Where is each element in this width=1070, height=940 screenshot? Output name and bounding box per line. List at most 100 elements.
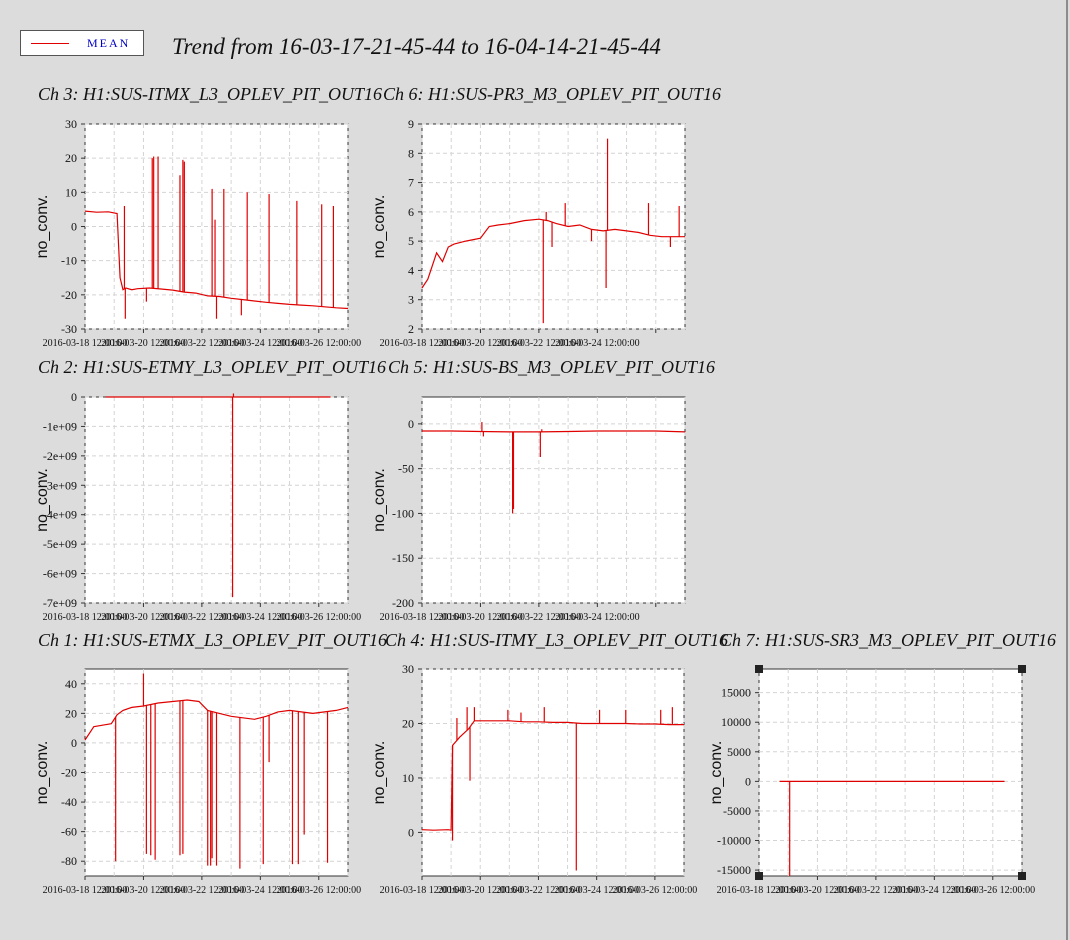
- y-tick-label: 0: [71, 736, 77, 750]
- plot-area: [758, 668, 1023, 877]
- x-tick-label: 2016-03-26 12:00:00: [276, 885, 361, 896]
- x-tick-label: 2016-03-22 12:00:00: [497, 612, 582, 623]
- chart-ch2[interactable]: 0 -1e+09 -2e+09 -3e+09 -4e+09 -5e+09 -6e+09 -7e…: [10, 384, 390, 629]
- x-tick-label: 2016-03-20 12:00:00: [438, 338, 523, 349]
- y-tick-label: 5000: [727, 745, 751, 759]
- y-tick-label: 0: [71, 220, 77, 234]
- y-tick-label: 30: [65, 117, 77, 131]
- y-tick-label: 10: [402, 771, 414, 785]
- y-tick-label: 8: [408, 146, 414, 160]
- y-tick-label: -30: [61, 322, 77, 336]
- y-tick-label: 20: [65, 151, 77, 165]
- y-tick-label: -20: [61, 288, 77, 302]
- x-tick-label: 2016-03-20 12:00:00: [775, 885, 860, 896]
- chart-ch7[interactable]: 15000 10000 5000 0 -5000 -10000 -15000 2016-03-…: [680, 656, 1065, 901]
- x-tick-label: 2016-03-24 12:00:00: [218, 885, 303, 896]
- x-tick-label: 2016-03-24 12:00:00: [554, 885, 639, 896]
- y-tick-label: 40: [65, 677, 77, 691]
- y-axis-label: no_conv.: [371, 195, 388, 259]
- x-tick-label: 2016-03-22 12:00:00: [160, 612, 245, 623]
- x-tick-label: 2016-03-26 12:00:00: [276, 338, 361, 349]
- page-title: Trend from 16-03-17-21-45-44 to 16-04-14…: [172, 34, 661, 59]
- plot-area: [421, 668, 685, 877]
- y-tick-label: -15000: [717, 863, 751, 877]
- y-tick-label: 7: [408, 176, 414, 190]
- y-tick-label: -5000: [723, 804, 751, 818]
- y-tick-label: -80: [61, 854, 77, 868]
- chart-title-ch1: Ch 1: H1:SUS-ETMX_L3_OPLEV_PIT_OUT16: [38, 630, 387, 650]
- x-tick-label: 2016-03-24 12:00:00: [555, 612, 640, 623]
- y-tick-label: 0: [745, 774, 751, 788]
- y-tick-label: 3: [408, 293, 414, 307]
- y-axis-label: no_conv.: [371, 468, 388, 532]
- x-tick-label: 2016-03-20 12:00:00: [438, 612, 523, 623]
- x-tick-label: 2016-03-22 12:00:00: [834, 885, 919, 896]
- y-tick-label: 0: [408, 417, 414, 431]
- x-tick-label: 2016-03-24 12:00:00: [892, 885, 977, 896]
- plot-area: [421, 123, 686, 330]
- x-tick-label: 2016-03-24 12:00:00: [218, 338, 303, 349]
- y-tick-label: -20: [61, 766, 77, 780]
- x-tick-label: 2016-03-20 12:00:00: [101, 612, 186, 623]
- plot-area: [421, 396, 686, 604]
- chart-title-ch5: Ch 5: H1:SUS-BS_M3_OPLEV_PIT_OUT16: [388, 357, 715, 377]
- y-tick-label: -150: [392, 551, 414, 565]
- selection-handle: [755, 872, 763, 880]
- legend-label: MEAN: [87, 36, 131, 50]
- y-tick-label: 15000: [721, 686, 751, 700]
- y-tick-label: -10: [61, 254, 77, 268]
- x-tick-label: 2016-03-18 12:00:00: [380, 338, 465, 349]
- y-tick-label: 5: [408, 234, 414, 248]
- window-right-border: [1066, 0, 1068, 940]
- y-tick-label: 0: [71, 390, 77, 404]
- y-tick-label: 0: [408, 825, 414, 839]
- x-tick-label: 2016-03-18 12:00:00: [43, 612, 128, 623]
- y-tick-label: 10: [65, 185, 77, 199]
- chart-title-ch2: Ch 2: H1:SUS-ETMY_L3_OPLEV_PIT_OUT16: [38, 357, 387, 377]
- y-axis-label: no_conv.: [371, 741, 388, 805]
- y-tick-label: -200: [392, 596, 414, 610]
- x-tick-label: 2016-03-24 12:00:00: [218, 612, 303, 623]
- selection-handle: [1018, 872, 1026, 880]
- legend: MEAN: [20, 30, 144, 56]
- y-tick-label: 30: [402, 662, 414, 676]
- plot-area: [84, 396, 349, 604]
- x-tick-label: 2016-03-18 12:00:00: [380, 885, 465, 896]
- x-tick-label: 2016-03-18 12:00:00: [43, 885, 128, 896]
- y-axis-label: no_conv.: [34, 195, 51, 259]
- y-tick-label: -10000: [717, 834, 751, 848]
- selection-handle: [1018, 665, 1026, 673]
- x-tick-label: 2016-03-26 12:00:00: [276, 612, 361, 623]
- series-line: [421, 218, 685, 289]
- y-tick-label: 20: [65, 706, 77, 720]
- selection-handle: [755, 665, 763, 673]
- x-tick-label: 2016-03-20 12:00:00: [101, 885, 186, 896]
- y-tick-label: -50: [398, 462, 414, 476]
- chart-title-ch3: Ch 3: H1:SUS-ITMX_L3_OPLEV_PIT_OUT16: [38, 84, 382, 104]
- y-axis-label: no_conv.: [34, 741, 51, 805]
- series-line: [422, 430, 686, 433]
- x-tick-label: 2016-03-20 12:00:00: [438, 885, 523, 896]
- x-tick-label: 2016-03-22 12:00:00: [497, 338, 582, 349]
- y-tick-label: 10000: [721, 715, 751, 729]
- y-tick-label: 4: [408, 263, 414, 277]
- x-tick-label: 2016-03-26 12:00:00: [950, 885, 1035, 896]
- y-tick-label: -100: [392, 506, 414, 520]
- x-tick-label: 2016-03-22 12:00:00: [496, 885, 581, 896]
- chart-title-ch7: Ch 7: H1:SUS-SR3_M3_OPLEV_PIT_OUT16: [720, 630, 1056, 650]
- y-axis-label: no_conv.: [708, 741, 725, 805]
- legend-swatch: [31, 43, 69, 44]
- chart-title-ch6: Ch 6: H1:SUS-PR3_M3_OPLEV_PIT_OUT16: [383, 84, 721, 104]
- x-tick-label: 2016-03-22 12:00:00: [160, 338, 245, 349]
- y-tick-label: -7e+09: [43, 596, 77, 610]
- x-tick-label: 2016-03-18 12:00:00: [717, 885, 802, 896]
- y-tick-label: -40: [61, 795, 77, 809]
- x-tick-label: 2016-03-18 12:00:00: [380, 612, 465, 623]
- x-tick-label: 2016-03-24 12:00:00: [555, 338, 640, 349]
- y-tick-label: -60: [61, 825, 77, 839]
